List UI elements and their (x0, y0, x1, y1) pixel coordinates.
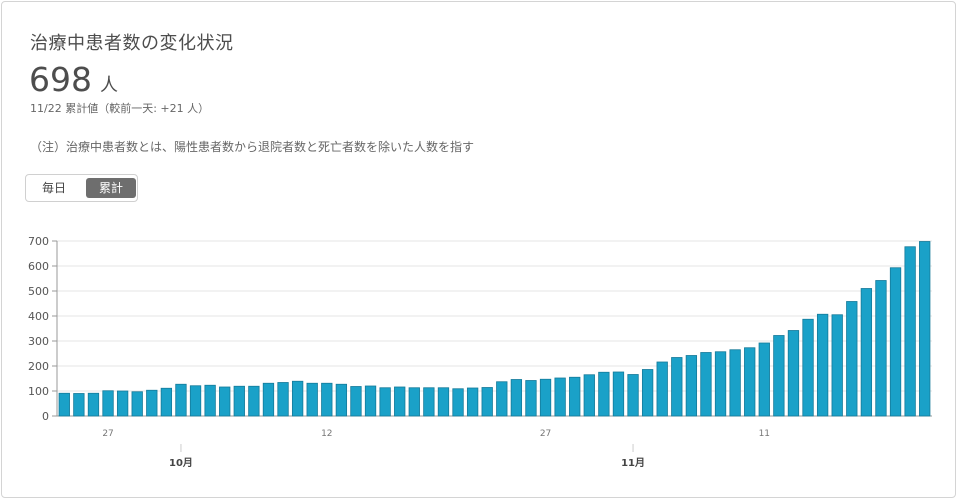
bar (423, 387, 435, 417)
bar (714, 351, 727, 417)
bar (685, 355, 698, 417)
month-label: 11月 (621, 457, 645, 469)
bar (510, 379, 523, 417)
y-tick-label: 400 (28, 310, 49, 323)
bar (364, 385, 377, 417)
bar (583, 374, 595, 417)
x-tick-label: 27 (540, 429, 551, 439)
total-unit: 人 (100, 75, 118, 96)
x-tick-label: 11 (759, 429, 770, 439)
total-value: 698 人 (29, 60, 118, 99)
bar (219, 386, 231, 417)
x-tick-label: 27 (102, 429, 113, 439)
x-tick-label: 12 (321, 429, 332, 439)
bar (146, 389, 158, 417)
bar (466, 387, 479, 417)
bar (656, 361, 668, 417)
bar (248, 385, 260, 417)
bar (787, 330, 800, 417)
bar (350, 386, 362, 417)
card-subtitle: 11/22 累計値（較前一天: +21 人） (30, 102, 210, 115)
bar (394, 386, 406, 417)
bar (539, 378, 552, 417)
card-title: 治療中患者数の変化状況 (30, 33, 234, 54)
data-view-toggle: 毎日 累計 (25, 174, 138, 202)
bar (116, 390, 129, 417)
bar (846, 301, 858, 417)
bar (131, 391, 143, 417)
bar (744, 347, 756, 417)
bar (627, 374, 639, 417)
bar (860, 288, 873, 417)
bar (919, 241, 931, 417)
bar (889, 267, 902, 417)
bar (554, 377, 566, 417)
bar (481, 387, 493, 417)
bar (73, 393, 85, 417)
toggle-cumulative-button[interactable]: 累計 (86, 178, 136, 198)
bar (641, 369, 654, 417)
month-label: 10月 (169, 457, 193, 469)
bar (262, 382, 275, 417)
bar (87, 392, 100, 417)
bar (277, 382, 289, 417)
bar (525, 380, 537, 417)
bar (816, 313, 829, 417)
bar (160, 387, 173, 417)
bar (437, 387, 450, 417)
bar (671, 357, 683, 417)
bar (291, 380, 304, 417)
bar (802, 318, 814, 417)
y-tick-label: 0 (42, 410, 49, 423)
bar (321, 382, 333, 417)
bar (102, 390, 114, 417)
bar (306, 382, 318, 417)
y-tick-label: 700 (28, 235, 49, 248)
bar (58, 392, 70, 417)
total-number: 698 (29, 60, 92, 99)
bar (189, 385, 202, 417)
y-tick-label: 300 (28, 335, 49, 348)
bar (233, 385, 245, 417)
bar (569, 376, 581, 417)
bar (408, 387, 420, 417)
bar (773, 335, 785, 417)
bar (904, 246, 916, 417)
bar (379, 387, 391, 417)
bar (700, 352, 712, 417)
bar (335, 383, 348, 417)
bar (758, 342, 770, 417)
toggle-daily-button[interactable]: 毎日 (41, 181, 66, 195)
bar (612, 371, 625, 417)
bar (175, 383, 187, 417)
bar (729, 349, 741, 417)
bar (598, 371, 610, 417)
bar (496, 381, 508, 417)
bar (875, 280, 887, 417)
y-tick-label: 100 (28, 385, 49, 398)
bar (452, 388, 464, 417)
y-tick-label: 600 (28, 260, 49, 273)
bar (831, 314, 843, 417)
card-note: （注）治療中患者数とは、陽性患者数から退院者数と死亡者数を除いた人数を指す (30, 140, 475, 154)
bar (204, 384, 216, 417)
y-tick-label: 200 (28, 360, 49, 373)
y-tick-label: 500 (28, 285, 49, 298)
